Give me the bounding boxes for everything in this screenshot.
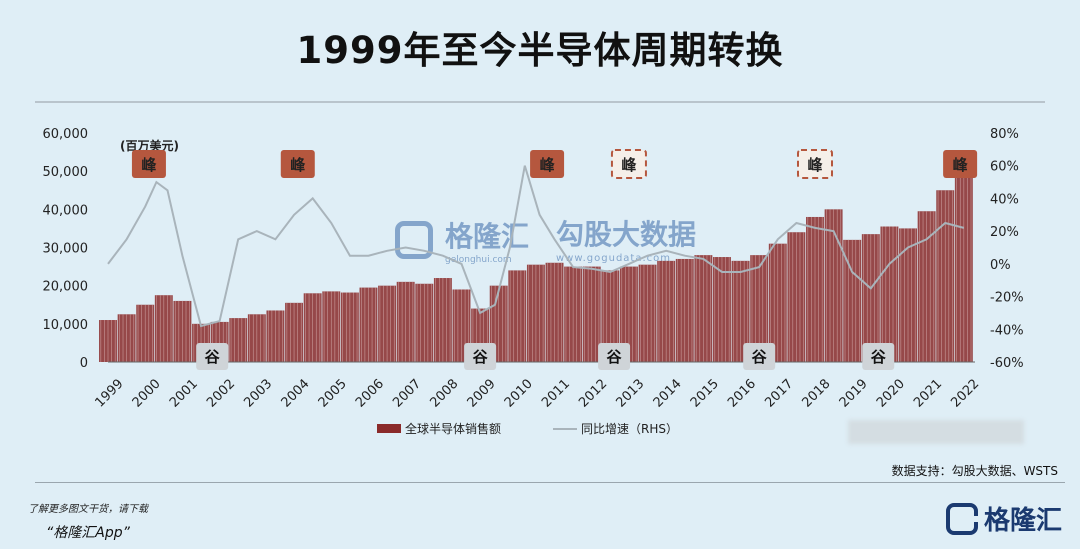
redacted-region bbox=[848, 420, 1024, 444]
x-tick-label: 2003 bbox=[241, 377, 275, 411]
x-tick-label: 2017 bbox=[762, 377, 796, 411]
y-left-tick-label: 10,000 bbox=[43, 318, 89, 333]
peak-marker-box bbox=[131, 150, 166, 178]
x-tick-label: 2012 bbox=[576, 377, 610, 411]
y-left-tick-label: 50,000 bbox=[43, 165, 89, 180]
x-tick-label: 2009 bbox=[465, 377, 499, 411]
peak-marker-box bbox=[796, 149, 833, 179]
growth-rate-line bbox=[107, 165, 965, 328]
trough-marker-label: 谷 bbox=[607, 348, 623, 366]
x-tick-label: 2004 bbox=[279, 377, 313, 411]
trough-marker-box bbox=[743, 343, 776, 370]
trough-marker-label: 谷 bbox=[205, 348, 221, 366]
y-right-tick-label: 0% bbox=[990, 258, 1011, 273]
x-tick-label: 2006 bbox=[353, 377, 387, 411]
y-left-tick-label: 30,000 bbox=[43, 242, 89, 257]
y-right-tick-label: -40% bbox=[990, 323, 1024, 338]
y-left-tick-label: 60,000 bbox=[43, 127, 89, 142]
x-tick-label: 2019 bbox=[837, 377, 871, 411]
legend-line-label: 同比增速（RHS） bbox=[581, 422, 678, 436]
gogudata-watermark: 勾股大数据 www.gogudata.com bbox=[556, 213, 696, 264]
peak-marker-label: 峰 bbox=[621, 156, 637, 174]
trough-marker: 谷 bbox=[196, 343, 229, 370]
y-left-tick-label: 40,000 bbox=[43, 203, 89, 218]
peak-marker-label: 峰 bbox=[807, 156, 823, 174]
gelonghui-watermark: 格隆汇 gelonghui.com bbox=[395, 215, 529, 265]
brand-logo: 格隆汇 bbox=[945, 500, 1062, 537]
y-right-tick-label: 60% bbox=[990, 160, 1019, 175]
peak-marker: 峰 bbox=[530, 150, 565, 178]
trough-marker-label: 谷 bbox=[752, 348, 768, 366]
peak-marker-box bbox=[943, 150, 978, 178]
x-tick-label: 2007 bbox=[390, 377, 424, 411]
trough-marker-box bbox=[598, 343, 631, 370]
y-right-tick-label: 20% bbox=[990, 225, 1019, 240]
peak-marker-box bbox=[280, 150, 315, 178]
x-tick-label: 2021 bbox=[911, 377, 945, 411]
peak-marker-box bbox=[530, 150, 565, 178]
x-tick-label: 2001 bbox=[167, 377, 201, 411]
x-tick-label: 2018 bbox=[800, 377, 834, 411]
y-right-tick-label: 80% bbox=[990, 127, 1019, 142]
trough-marker-label: 谷 bbox=[871, 348, 887, 366]
watermark2-name: 勾股大数据 bbox=[556, 218, 697, 251]
watermark2-sub: www.gogudata.com bbox=[556, 253, 672, 264]
peak-marker: 峰 bbox=[131, 150, 166, 178]
trough-marker: 谷 bbox=[743, 343, 776, 370]
y-right-tick-label: -20% bbox=[990, 291, 1024, 306]
x-tick-label: 2010 bbox=[502, 377, 536, 411]
x-tick-label: 2005 bbox=[316, 377, 350, 411]
trough-marker: 谷 bbox=[862, 343, 895, 370]
y-right-tick-label: 40% bbox=[990, 192, 1019, 207]
promo-line: 了解更多图文干货，请下载 bbox=[28, 504, 148, 515]
peak-marker: 峰 bbox=[796, 149, 833, 179]
promo-app: “格隆汇App” bbox=[46, 525, 130, 541]
gelonghui-logo-icon bbox=[395, 221, 433, 259]
peak-marker: 峰 bbox=[280, 150, 315, 178]
x-tick-label: 2020 bbox=[874, 377, 908, 411]
unit-label: (百万美元) bbox=[120, 138, 179, 153]
legend-bar-label: 全球半导体销售额 bbox=[405, 421, 501, 436]
trough-marker: 谷 bbox=[464, 343, 497, 370]
peak-marker: 峰 bbox=[943, 150, 978, 178]
peak-marker: 峰 bbox=[610, 149, 647, 179]
trough-marker: 谷 bbox=[598, 343, 631, 370]
y-right-tick-label: -60% bbox=[990, 356, 1024, 371]
x-tick-label: 2000 bbox=[130, 377, 164, 411]
footer-divider bbox=[35, 482, 1065, 483]
data-source: 数据支持：勾股大数据、WSTS bbox=[891, 464, 1058, 478]
brand-icon bbox=[945, 502, 978, 535]
watermark-sub: gelonghui.com bbox=[445, 255, 512, 265]
x-tick-label: 2015 bbox=[688, 377, 722, 411]
x-tick-label: 2011 bbox=[539, 377, 573, 411]
x-tick-label: 2002 bbox=[204, 377, 238, 411]
brand-name: 格隆汇 bbox=[983, 506, 1062, 536]
x-tick-label: 2013 bbox=[613, 377, 647, 411]
chart-title: 1999年至今半导体周期转换 bbox=[296, 29, 784, 72]
peak-marker-label: 峰 bbox=[540, 156, 556, 174]
title-divider bbox=[35, 101, 1045, 103]
trough-marker-box bbox=[196, 343, 229, 370]
watermark-name: 格隆汇 bbox=[445, 220, 530, 253]
trough-marker-label: 谷 bbox=[473, 348, 489, 366]
x-tick-label: 1999 bbox=[93, 377, 127, 411]
peak-marker-label: 峰 bbox=[290, 156, 306, 174]
peak-marker-label: 峰 bbox=[953, 156, 969, 174]
legend-bar-swatch bbox=[377, 424, 401, 433]
x-tick-label: 2008 bbox=[427, 377, 461, 411]
y-left-tick-label: 0 bbox=[80, 356, 88, 371]
x-tick-label: 2022 bbox=[948, 377, 982, 411]
trough-marker-box bbox=[464, 343, 497, 370]
x-tick-label: 2014 bbox=[651, 377, 685, 411]
trough-marker-box bbox=[862, 343, 895, 370]
peak-marker-box bbox=[610, 149, 647, 179]
y-left-tick-label: 20,000 bbox=[43, 280, 89, 295]
x-tick-label: 2016 bbox=[725, 377, 759, 411]
peak-marker-label: 峰 bbox=[141, 156, 157, 174]
